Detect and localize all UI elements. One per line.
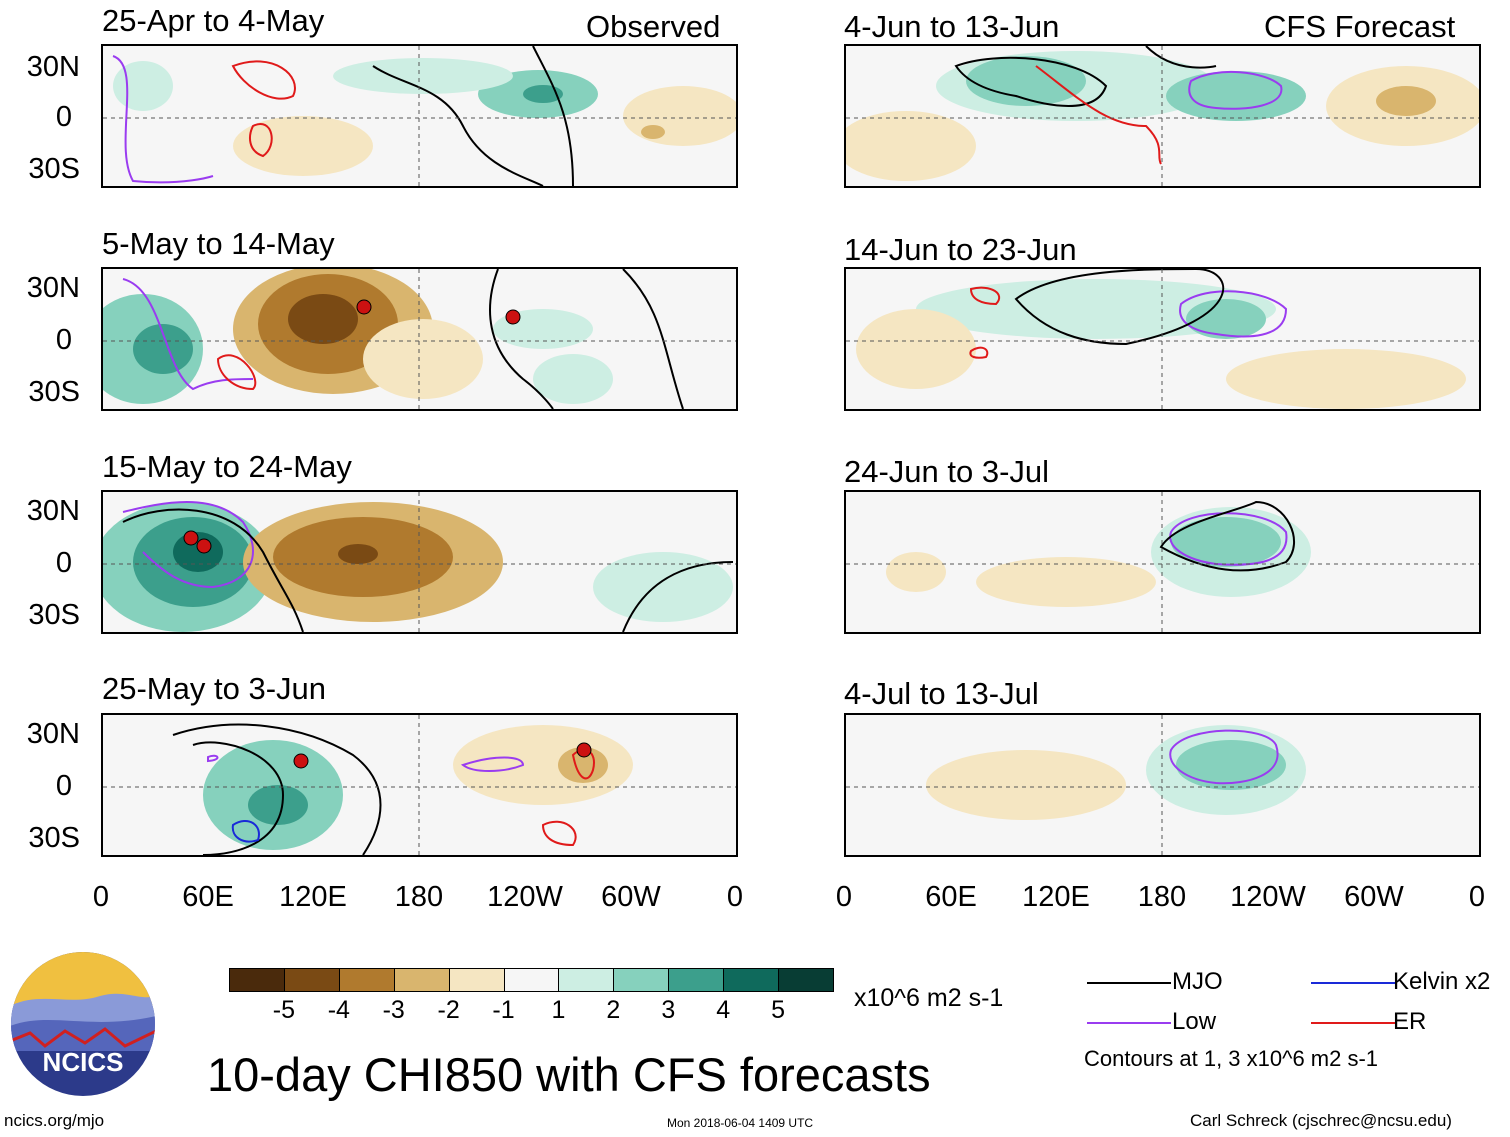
panel-title-fcst-2: 14-Jun to 23-Jun [844, 232, 1077, 267]
contour-note: Contours at 1, 3 x10^6 m2 s-1 [1084, 1046, 1379, 1071]
colorbar-label: 5 [771, 996, 786, 1024]
footer-credit: Carl Schreck (cjschrec@ncsu.edu) [1190, 1111, 1452, 1130]
colorbar-label: -1 [492, 996, 515, 1024]
map-obs-may5-may14 [101, 267, 738, 411]
xtick-r-120w: 120W [1230, 881, 1306, 913]
ytick-30n-2: 30N [26, 272, 80, 304]
panel-title-fcst-1: 4-Jun to 13-Jun [844, 9, 1060, 44]
legend-er-label: ER [1393, 1008, 1427, 1035]
colorbar-box [778, 968, 834, 992]
panel-title-obs-3: 15-May to 24-May [102, 449, 352, 484]
legend-kelvin-label: Kelvin x2 [1393, 968, 1491, 995]
colorbar-label: 3 [661, 996, 676, 1024]
colorbar-label: -2 [437, 996, 460, 1024]
colorbar-units: x10^6 m2 s-1 [854, 984, 1004, 1012]
colorbar-label: -5 [272, 996, 296, 1024]
panel-title-obs-4: 25-May to 3-Jun [102, 671, 326, 706]
legend-mjo-label: MJO [1172, 968, 1223, 995]
colorbar-labels: -5 -4 -3 -2 -1 1 2 3 4 5 [229, 996, 833, 1026]
colorbar-box [503, 968, 560, 992]
logo-text: NCICS [43, 1047, 124, 1077]
colorbar-box [283, 968, 340, 992]
footer-timestamp: Mon 2018-06-04 1409 UTC [667, 1116, 814, 1130]
ytick-0-2: 0 [55, 324, 72, 356]
panel-title-obs-2: 5-May to 14-May [102, 226, 335, 261]
colorbar-label: 1 [551, 996, 566, 1024]
colorbar-box [723, 968, 780, 992]
colorbar [229, 968, 834, 992]
ytick-30n-4: 30N [26, 718, 80, 750]
xtick-l-60e: 60E [182, 881, 234, 913]
xtick-r-120e: 120E [1022, 881, 1090, 913]
colorbar-box [393, 968, 450, 992]
xtick-l-180: 180 [394, 881, 444, 913]
colorbar-box [338, 968, 395, 992]
observed-header: Observed [586, 9, 721, 44]
map-fcst-jun14-jun23 [844, 267, 1481, 411]
ytick-30s-3: 30S [28, 599, 80, 631]
legend-line-low [1087, 1022, 1171, 1024]
colorbar-box [613, 968, 670, 992]
colorbar-box [229, 968, 285, 992]
ncics-logo: NCICS [10, 951, 156, 1097]
ytick-0-1: 0 [55, 101, 72, 133]
xtick-r-0: 0 [835, 881, 853, 913]
ytick-30n-3: 30N [26, 495, 80, 527]
panel-title-obs-1: 25-Apr to 4-May [102, 3, 325, 38]
xtick-r-180: 180 [1137, 881, 1187, 913]
xtick-r-60w: 60W [1344, 881, 1404, 913]
colorbar-label: -3 [382, 996, 405, 1024]
xtick-l-0-end: 0 [726, 881, 744, 913]
colorbar-box [668, 968, 725, 992]
ytick-30s-1: 30S [28, 153, 80, 185]
cfs-forecast-header: CFS Forecast [1264, 9, 1456, 44]
legend-line-kelvin [1311, 982, 1395, 984]
map-obs-may25-jun3 [101, 713, 738, 857]
panel-title-fcst-4: 4-Jul to 13-Jul [844, 676, 1039, 711]
xtick-r-0-end: 0 [1468, 881, 1486, 913]
xtick-l-120w: 120W [487, 881, 563, 913]
colorbar-box [558, 968, 615, 992]
chart-title: 10-day CHI850 with CFS forecasts [207, 1048, 931, 1101]
colorbar-box [448, 968, 505, 992]
ytick-0-3: 0 [55, 547, 72, 579]
ytick-30s-2: 30S [28, 376, 80, 408]
colorbar-label: -4 [327, 996, 350, 1024]
map-fcst-jul4-jul13 [844, 713, 1481, 857]
map-obs-apr25-may4 [101, 44, 738, 188]
legend-low-label: Low [1172, 1008, 1217, 1035]
legend-line-mjo [1087, 982, 1171, 984]
xtick-r-60e: 60E [925, 881, 977, 913]
map-fcst-jun24-jul3 [844, 490, 1481, 634]
ytick-0-4: 0 [55, 770, 72, 802]
colorbar-label: 2 [606, 996, 621, 1024]
map-fcst-jun4-jun13 [844, 44, 1481, 188]
ytick-30s-4: 30S [28, 822, 80, 854]
footer-url[interactable]: ncics.org/mjo [4, 1111, 105, 1130]
map-obs-may15-may24 [101, 490, 738, 634]
colorbar-label: 4 [716, 996, 731, 1024]
xtick-l-0: 0 [92, 881, 110, 913]
ytick-30n-1: 30N [26, 51, 80, 83]
xtick-l-60w: 60W [601, 881, 661, 913]
legend-line-er [1311, 1022, 1395, 1024]
panel-title-fcst-3: 24-Jun to 3-Jul [844, 454, 1050, 489]
xtick-l-120e: 120E [279, 881, 347, 913]
